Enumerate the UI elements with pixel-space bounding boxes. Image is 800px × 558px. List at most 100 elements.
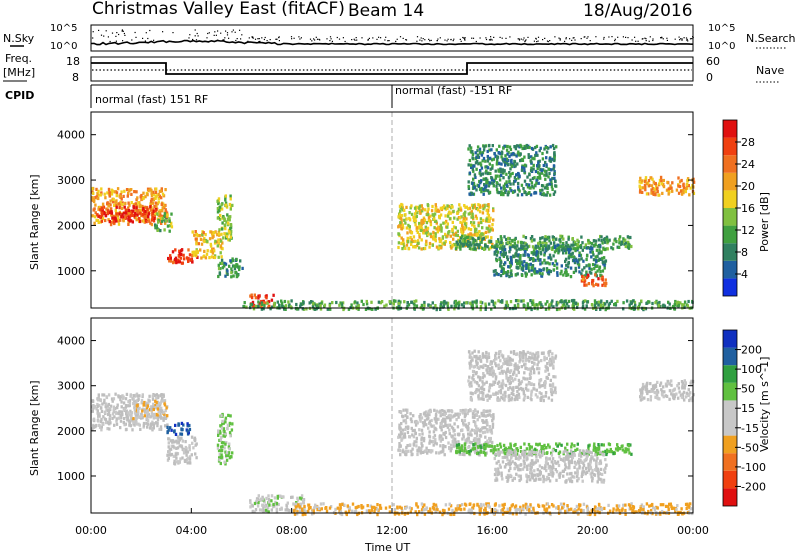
scatter-cell [494, 152, 496, 155]
scatter-cell [483, 414, 485, 417]
noise-search-dot [265, 37, 266, 38]
scatter-cell [529, 258, 531, 261]
scatter-cell [682, 183, 684, 186]
scatter-cell [564, 271, 566, 274]
scatter-cell [212, 252, 214, 255]
scatter-cell [347, 504, 349, 507]
scatter-cell [262, 498, 264, 501]
scatter-cell [558, 249, 560, 252]
scatter-cell [607, 504, 609, 507]
scatter-cell [520, 153, 522, 156]
scatter-cell [187, 248, 189, 251]
noise-search-dot [339, 39, 340, 40]
scatter-cell [278, 304, 280, 307]
scatter-cell [473, 420, 475, 423]
scatter-cell [551, 299, 553, 302]
scatter-cell [544, 235, 546, 238]
scatter-cell [528, 254, 530, 257]
scatter-cell [191, 442, 193, 445]
noise-search-dot [259, 38, 260, 39]
scatter-cell [453, 422, 455, 425]
scatter-cell [462, 422, 464, 425]
scatter-cell [405, 217, 407, 220]
noise-search-dot [351, 39, 352, 40]
noise-search-dot [123, 31, 124, 32]
scatter-cell [522, 267, 524, 270]
scatter-cell [223, 232, 225, 235]
scatter-cell [429, 420, 431, 423]
scatter-cell [683, 186, 685, 189]
scatter-cell [531, 239, 533, 242]
scatter-cell [131, 201, 133, 204]
scatter-cell [113, 198, 115, 201]
noise-search-dot [614, 40, 615, 41]
scatter-cell [485, 180, 487, 183]
scatter-cell [582, 249, 584, 252]
noise-search-dot [548, 41, 549, 42]
noise-search-dot [217, 30, 218, 31]
scatter-cell [339, 503, 341, 506]
scatter-cell [627, 235, 629, 238]
scatter-cell [195, 237, 197, 240]
scatter-cell [108, 422, 110, 425]
scatter-cell [459, 504, 461, 507]
scatter-cell [622, 301, 624, 304]
scatter-cell [474, 243, 476, 246]
scatter-cell [661, 192, 663, 195]
scatter-cell [218, 228, 220, 231]
scatter-cell [551, 503, 553, 506]
noise-search-dot [233, 30, 234, 31]
scatter-cell [288, 509, 290, 512]
scatter-cell [217, 429, 219, 432]
scatter-cell [226, 270, 228, 273]
scatter-cell [541, 272, 543, 275]
scatter-cell [477, 418, 479, 421]
cpid-segment-1: normal (fast) 151 RF [95, 93, 208, 106]
scatter-cell [132, 214, 134, 217]
noise-search-dot [403, 38, 404, 39]
scatter-cell [618, 246, 620, 249]
noise-search-dot [521, 39, 522, 40]
scatter-cell [535, 191, 537, 194]
scatter-cell [498, 162, 500, 165]
noise-search-dot [206, 37, 207, 38]
scatter-cell [439, 434, 441, 437]
scatter-cell [478, 246, 480, 249]
scatter-cell [587, 246, 589, 249]
noise-search-dot [214, 31, 215, 32]
scatter-cell [326, 510, 328, 513]
scatter-cell [524, 164, 526, 167]
scatter-cell [549, 183, 551, 186]
scatter-cell [488, 428, 490, 431]
scatter-cell [477, 237, 479, 240]
scatter-cell [506, 184, 508, 187]
scatter-cell [553, 159, 555, 162]
scatter-cell [405, 409, 407, 412]
scatter-cell [480, 174, 482, 177]
scatter-cell [455, 304, 457, 307]
scatter-cell [522, 299, 524, 302]
noise-search-dot [378, 37, 379, 38]
scatter-cell [565, 241, 567, 244]
scatter-cell [190, 258, 192, 261]
scatter-cell [498, 145, 500, 148]
scatter-cell [526, 505, 528, 508]
scatter-cell [539, 237, 541, 240]
noise-search-dot [565, 38, 566, 39]
scatter-cell [533, 304, 535, 307]
scatter-cell [449, 217, 451, 220]
scatter-cell [162, 193, 164, 196]
scatter-cell [403, 419, 405, 422]
scatter-cell [160, 401, 162, 404]
scatter-cell [102, 203, 104, 206]
noise-search-dot [663, 38, 664, 39]
scatter-cell [523, 166, 525, 169]
scatter-cell [593, 239, 595, 242]
scatter-cell [605, 453, 607, 456]
scatter-cell [433, 217, 435, 220]
scatter-cell [220, 251, 222, 254]
noise-search-dot [356, 40, 357, 41]
scatter-cell [685, 187, 687, 190]
noise-search-dot [356, 37, 357, 38]
scatter-cell [466, 236, 468, 239]
